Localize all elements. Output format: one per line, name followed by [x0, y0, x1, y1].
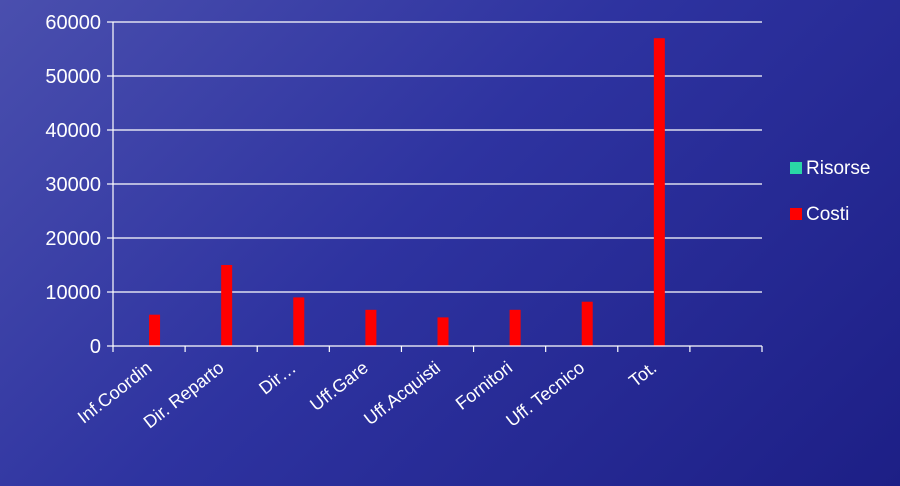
legend-label-risorse: Risorse	[806, 158, 870, 179]
bar-costi	[293, 297, 305, 346]
x-category-label: Fornitori	[452, 357, 516, 413]
y-tick-label: 50000	[45, 66, 101, 88]
bar-costi	[149, 314, 161, 346]
bar-costi	[509, 309, 521, 346]
y-tick-label: 10000	[45, 282, 101, 304]
y-tick-label: 20000	[45, 228, 101, 250]
bar-costi	[221, 265, 233, 346]
legend-swatch-risorse	[790, 162, 802, 174]
y-tick-label: 30000	[45, 174, 101, 196]
bar-costi	[437, 317, 449, 346]
axes	[107, 21, 763, 352]
y-tick-label: 40000	[45, 120, 101, 142]
legend-swatch-costi	[790, 208, 802, 220]
x-category-label: Dir. Reparto	[140, 357, 228, 432]
bar-costi	[653, 38, 665, 346]
x-category-label: Tot.	[625, 357, 660, 391]
x-category-label: Uff. Tecnico	[502, 357, 588, 430]
y-tick-label: 60000	[45, 12, 101, 34]
x-category-label: Uff.Gare	[306, 357, 372, 414]
legend: Risorse Costi	[790, 158, 870, 225]
x-category-label: Dir…	[255, 357, 300, 398]
legend-label-costi: Costi	[806, 204, 849, 225]
bar-costi	[581, 301, 593, 346]
bars	[149, 38, 665, 346]
y-tick-label: 0	[90, 336, 101, 358]
bar-costi	[365, 309, 377, 346]
y-axis-tick-labels: 0 10000 20000 30000 40000 50000 60000	[45, 12, 101, 358]
x-category-label: Uff.Acquisti	[360, 357, 444, 429]
